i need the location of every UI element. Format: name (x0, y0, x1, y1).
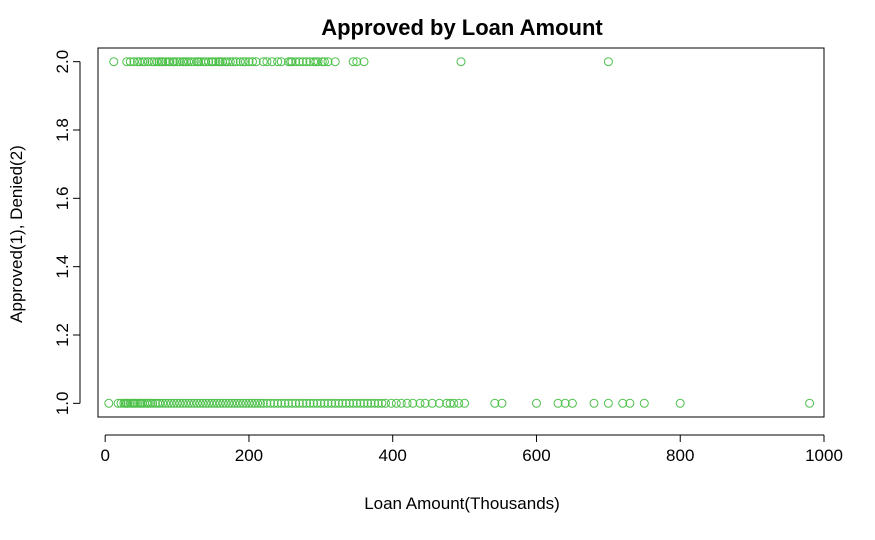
data-point (604, 58, 612, 66)
data-point (604, 399, 612, 407)
y-tick-label: 2.0 (53, 50, 72, 74)
y-tick-label: 1.6 (53, 187, 72, 211)
x-tick-label: 400 (379, 446, 407, 465)
x-axis: 0 200 400 600 800 1000 (100, 435, 842, 465)
data-point (806, 399, 814, 407)
chart-title: Approved by Loan Amount (321, 15, 603, 40)
x-tick-label: 0 (100, 446, 109, 465)
data-point (457, 58, 465, 66)
data-point (110, 58, 118, 66)
data-point (676, 399, 684, 407)
x-tick-label: 200 (235, 446, 263, 465)
data-point (461, 399, 469, 407)
y-axis: 1.0 1.2 1.4 1.6 1.8 2.0 (53, 50, 80, 415)
x-tick-label: 1000 (805, 446, 843, 465)
data-point (640, 399, 648, 407)
y-axis-label: Approved(1), Denied(2) (7, 145, 26, 323)
plot-frame (98, 48, 824, 417)
y-tick-label: 1.2 (53, 323, 72, 347)
x-tick-label: 800 (666, 446, 694, 465)
x-axis-label: Loan Amount(Thousands) (364, 494, 560, 513)
data-point (105, 399, 113, 407)
y-tick-label: 1.0 (53, 392, 72, 416)
x-tick-label: 600 (522, 446, 550, 465)
data-point (533, 399, 541, 407)
points-layer (105, 58, 814, 408)
data-point (590, 399, 598, 407)
y-tick-label: 1.8 (53, 118, 72, 142)
y-tick-label: 1.4 (53, 255, 72, 279)
plot-border (98, 48, 824, 417)
